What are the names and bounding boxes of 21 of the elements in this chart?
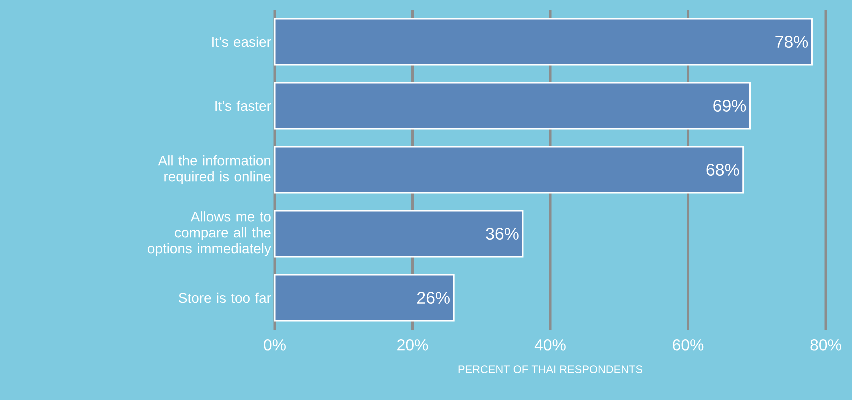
y-tick-label: It’s easier: [212, 36, 272, 48]
bar: [274, 210, 524, 258]
x-tick-label: 80%: [810, 340, 842, 351]
x-tick-label: 20%: [398, 340, 428, 351]
bar: [274, 146, 744, 194]
x-axis-title: PERCENT OF THAI RESPONDENTS: [458, 366, 643, 374]
x-tick-label: 60%: [673, 340, 704, 351]
y-tick-label: Store is too far: [179, 292, 272, 304]
data-label: 68%: [706, 164, 740, 176]
y-tick-label: Allows me to compare all the options immediately: [148, 212, 272, 256]
data-label: 36%: [486, 228, 519, 240]
x-tick-label: 40%: [534, 340, 566, 351]
bar: [274, 82, 751, 130]
y-tick-label: All the information required is online: [158, 156, 271, 184]
bar: [274, 18, 813, 66]
y-tick-label: It’s faster: [216, 100, 272, 112]
bar: [274, 274, 455, 322]
data-label: 78%: [776, 36, 808, 48]
data-label: 26%: [418, 292, 450, 304]
data-label: 69%: [714, 100, 746, 112]
x-tick-label: 0%: [264, 340, 286, 351]
